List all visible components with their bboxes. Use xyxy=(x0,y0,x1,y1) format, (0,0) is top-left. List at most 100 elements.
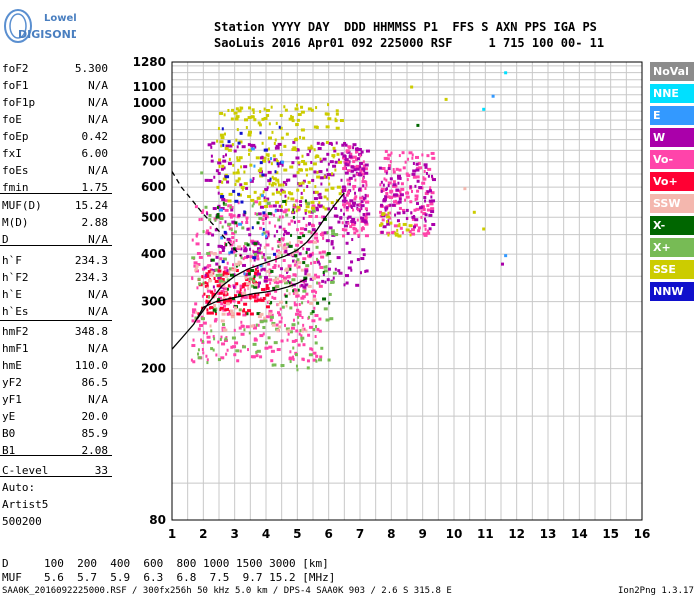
data-point xyxy=(318,262,321,266)
data-point xyxy=(306,359,310,363)
data-point xyxy=(318,196,323,200)
data-point xyxy=(363,220,368,224)
param-name: hmE xyxy=(2,359,22,372)
data-point xyxy=(269,300,273,304)
data-point xyxy=(318,201,321,205)
data-point xyxy=(354,158,358,162)
legend-item: Vo+ xyxy=(650,172,694,191)
data-point xyxy=(195,310,198,314)
data-point xyxy=(386,157,390,161)
data-point xyxy=(504,71,508,75)
data-point xyxy=(216,284,221,288)
data-point xyxy=(351,238,354,242)
data-point xyxy=(342,156,346,160)
data-point xyxy=(230,315,235,319)
data-point xyxy=(223,328,228,332)
data-point xyxy=(219,257,223,261)
data-point xyxy=(301,327,304,331)
data-point xyxy=(271,323,276,327)
data-point xyxy=(413,223,418,227)
data-point xyxy=(194,269,199,273)
data-point xyxy=(220,167,224,171)
data-point xyxy=(243,288,246,292)
param-value: 234.3 xyxy=(74,271,108,284)
data-point xyxy=(362,160,365,164)
data-point xyxy=(365,194,369,198)
data-point xyxy=(304,283,309,287)
data-point xyxy=(249,296,252,300)
data-point xyxy=(348,155,353,159)
data-point xyxy=(311,209,316,213)
data-point xyxy=(256,247,261,251)
data-point xyxy=(356,172,360,176)
data-point xyxy=(224,337,228,341)
data-point xyxy=(236,145,239,149)
data-point xyxy=(235,238,238,242)
data-point xyxy=(274,289,278,293)
data-point xyxy=(266,256,271,260)
data-point xyxy=(360,228,363,232)
data-point xyxy=(268,122,271,126)
data-point xyxy=(294,107,299,111)
data-point xyxy=(358,188,362,192)
data-point xyxy=(247,272,251,276)
data-point xyxy=(353,197,357,201)
data-point xyxy=(201,267,205,271)
data-point xyxy=(291,148,295,152)
data-point xyxy=(273,158,278,162)
data-point xyxy=(279,267,283,271)
data-point xyxy=(234,182,237,186)
data-point xyxy=(343,142,347,146)
data-point xyxy=(398,154,401,158)
data-point xyxy=(257,121,261,125)
data-point xyxy=(298,182,302,186)
data-point xyxy=(269,318,273,322)
param-value: 5.300 xyxy=(74,62,108,75)
data-point xyxy=(392,183,397,187)
data-point xyxy=(415,168,420,172)
data-point xyxy=(307,107,312,111)
param-name: MUF(D) xyxy=(2,199,42,212)
data-point xyxy=(258,249,261,253)
data-point xyxy=(423,169,426,173)
data-point xyxy=(221,127,224,131)
data-point xyxy=(285,213,289,217)
data-point xyxy=(261,141,264,145)
data-point xyxy=(392,184,397,188)
data-point xyxy=(268,221,271,225)
data-point xyxy=(202,230,205,234)
data-point xyxy=(233,149,237,153)
data-point xyxy=(217,269,222,273)
data-point xyxy=(305,292,309,296)
data-point xyxy=(254,299,259,303)
data-point xyxy=(288,292,291,296)
data-point xyxy=(255,354,259,358)
data-point xyxy=(274,224,277,228)
data-point xyxy=(252,202,255,206)
data-point xyxy=(257,292,260,296)
data-point xyxy=(409,185,412,189)
data-point xyxy=(196,252,201,256)
data-point xyxy=(425,171,428,175)
data-point xyxy=(292,146,297,150)
data-point xyxy=(254,212,257,216)
data-point xyxy=(350,165,355,169)
data-point xyxy=(239,131,243,135)
data-point xyxy=(266,201,271,205)
data-point xyxy=(258,275,262,279)
data-point xyxy=(242,283,247,287)
data-point xyxy=(362,253,366,257)
data-point xyxy=(233,328,236,332)
data-point xyxy=(389,189,394,193)
data-point xyxy=(416,189,420,193)
data-point xyxy=(232,214,236,218)
data-point xyxy=(197,277,201,281)
y-tick-label: 1280 xyxy=(133,55,166,69)
data-point xyxy=(202,331,205,335)
data-point xyxy=(277,183,282,187)
data-point xyxy=(281,160,285,164)
data-point xyxy=(355,167,360,171)
data-point xyxy=(257,315,262,319)
x-tick-label: 7 xyxy=(356,527,364,541)
data-point xyxy=(405,195,410,199)
